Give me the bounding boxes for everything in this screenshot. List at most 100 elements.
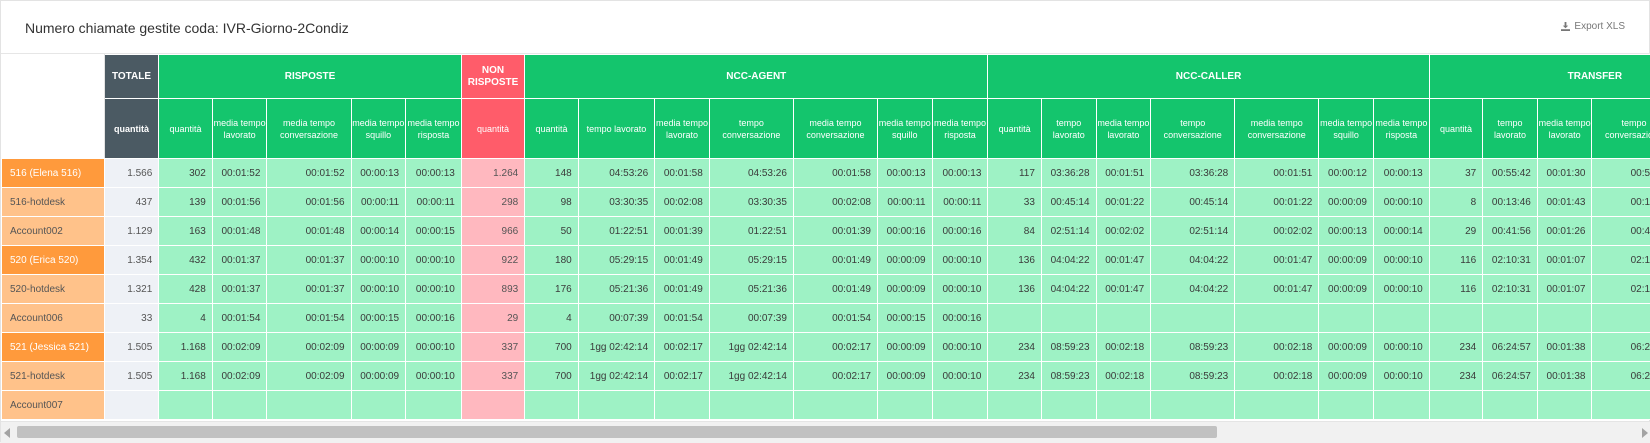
page-title: Numero chiamate gestite coda: IVR-Giorno… <box>25 20 349 36</box>
table-cell <box>267 391 351 420</box>
table-cell: 02:10:31 <box>1483 246 1538 275</box>
table-cell: 00:00:16 <box>406 304 462 333</box>
subheader-ncc-caller-6: media tempo risposta <box>1373 99 1429 159</box>
subheader-totale-0: quantità <box>104 99 159 159</box>
table-cell: 00:02:18 <box>1235 333 1319 362</box>
table-cell: 00:01:22 <box>1096 188 1151 217</box>
table-cell: 00:01:07 <box>1537 246 1592 275</box>
subheader-ncc-caller-4: media tempo conversazione <box>1235 99 1319 159</box>
table-cell: 1gg 02:42:14 <box>578 333 654 362</box>
group-risposte: RISPOSTE <box>159 55 462 99</box>
table-cell: 06:24:57 <box>1483 333 1538 362</box>
table-cell: 00:02:18 <box>1235 362 1319 391</box>
table-cell <box>793 391 877 420</box>
row-label[interactable]: 520 (Erica 520) <box>2 246 105 275</box>
table-cell <box>1483 391 1538 420</box>
table-cell <box>1096 304 1151 333</box>
table-cell: 00:02:02 <box>1235 217 1319 246</box>
table-cell: 1.354 <box>104 246 159 275</box>
table-cell: 01:22:51 <box>709 217 793 246</box>
table-cell: 00:02:17 <box>793 362 877 391</box>
table-cell: 00:02:02 <box>1096 217 1151 246</box>
table-cell <box>1319 391 1374 420</box>
scrollbar-thumb[interactable] <box>17 426 1217 438</box>
table-cell: 337 <box>461 362 524 391</box>
table-cell <box>212 391 267 420</box>
table-cell: 148 <box>525 159 579 188</box>
table-cell <box>709 391 793 420</box>
table-cell: 00:01:49 <box>655 246 710 275</box>
stats-table-container[interactable]: TOTALE RISPOSTE NON RISPOSTE NCC-AGENT N… <box>1 54 1650 421</box>
table-cell: 00:00:10 <box>1373 333 1429 362</box>
export-xls-button[interactable]: Export XLS <box>1561 21 1625 32</box>
subheader-transfer-2: media tempo lavorato <box>1537 99 1592 159</box>
table-cell <box>1235 391 1319 420</box>
table-cell: 00:00:15 <box>406 217 462 246</box>
row-label[interactable]: Account007 <box>2 391 105 420</box>
panel-header: Numero chiamate gestite coda: IVR-Giorno… <box>1 1 1650 54</box>
table-row: Account007 <box>2 391 1650 420</box>
scroll-left-arrow-icon[interactable] <box>4 428 10 438</box>
table-cell: 00:00:10 <box>406 275 462 304</box>
table-cell: 116 <box>1429 275 1483 304</box>
table-cell: 00:01:47 <box>1235 275 1319 304</box>
row-label[interactable]: 520-hotdesk <box>2 275 105 304</box>
table-cell: 04:53:26 <box>578 159 654 188</box>
table-cell: 00:00:11 <box>932 188 988 217</box>
table-cell: 00:07:39 <box>709 304 793 333</box>
table-cell: 03:30:35 <box>578 188 654 217</box>
row-label[interactable]: 521-hotdesk <box>2 362 105 391</box>
table-cell: 1gg 02:42:14 <box>709 333 793 362</box>
table-cell: 116 <box>1429 246 1483 275</box>
subheader-risposte-3: media tempo squillo <box>351 99 406 159</box>
table-cell: 136 <box>988 246 1042 275</box>
row-label[interactable]: Account002 <box>2 217 105 246</box>
table-cell: 1.505 <box>104 362 159 391</box>
table-cell: 700 <box>525 362 579 391</box>
table-cell: 00:01:54 <box>212 304 267 333</box>
row-label[interactable]: 516-hotdesk <box>2 188 105 217</box>
subheader-ncc-agent-4: media tempo conversazione <box>793 99 877 159</box>
table-cell: 432 <box>159 246 213 275</box>
table-cell: 00:02:17 <box>655 362 710 391</box>
table-cell: 02:51:14 <box>1151 217 1235 246</box>
table-cell: 00:00:09 <box>1319 362 1374 391</box>
table-cell: 922 <box>461 246 524 275</box>
table-cell: 00:00:09 <box>1319 333 1374 362</box>
row-label[interactable]: Account006 <box>2 304 105 333</box>
table-cell: 00:00:13 <box>1319 217 1374 246</box>
table-cell: 00:02:09 <box>212 362 267 391</box>
table-cell: 00:00:10 <box>1373 275 1429 304</box>
table-cell <box>988 304 1042 333</box>
row-label[interactable]: 516 (Elena 516) <box>2 159 105 188</box>
table-cell: 06:24:57 <box>1592 333 1650 362</box>
table-cell: 00:01:37 <box>267 246 351 275</box>
table-cell: 1.129 <box>104 217 159 246</box>
table-cell <box>1151 391 1235 420</box>
table-cell: 966 <box>461 217 524 246</box>
subheader-ncc-caller-3: tempo conversazione <box>1151 99 1235 159</box>
table-cell: 00:00:10 <box>932 275 988 304</box>
table-cell: 234 <box>1429 362 1483 391</box>
table-cell: 00:00:16 <box>932 217 988 246</box>
table-cell: 00:00:10 <box>1373 362 1429 391</box>
horizontal-scrollbar[interactable] <box>1 421 1650 443</box>
row-label[interactable]: 521 (Jessica 521) <box>2 333 105 362</box>
scroll-right-arrow-icon[interactable] <box>1642 428 1648 438</box>
stats-table: TOTALE RISPOSTE NON RISPOSTE NCC-AGENT N… <box>1 54 1650 420</box>
subheader-non-risposte-0: quantità <box>461 99 524 159</box>
table-cell: 04:04:22 <box>1041 275 1096 304</box>
table-cell: 00:00:10 <box>1373 188 1429 217</box>
table-cell: 136 <box>988 275 1042 304</box>
table-cell: 00:01:49 <box>655 275 710 304</box>
table-cell: 1gg 02:42:14 <box>578 362 654 391</box>
table-cell: 00:00:10 <box>1373 246 1429 275</box>
table-cell: 00:01:26 <box>1537 217 1592 246</box>
table-cell: 06:24:57 <box>1483 362 1538 391</box>
table-cell: 00:01:49 <box>793 275 877 304</box>
table-cell: 00:01:38 <box>1537 362 1592 391</box>
